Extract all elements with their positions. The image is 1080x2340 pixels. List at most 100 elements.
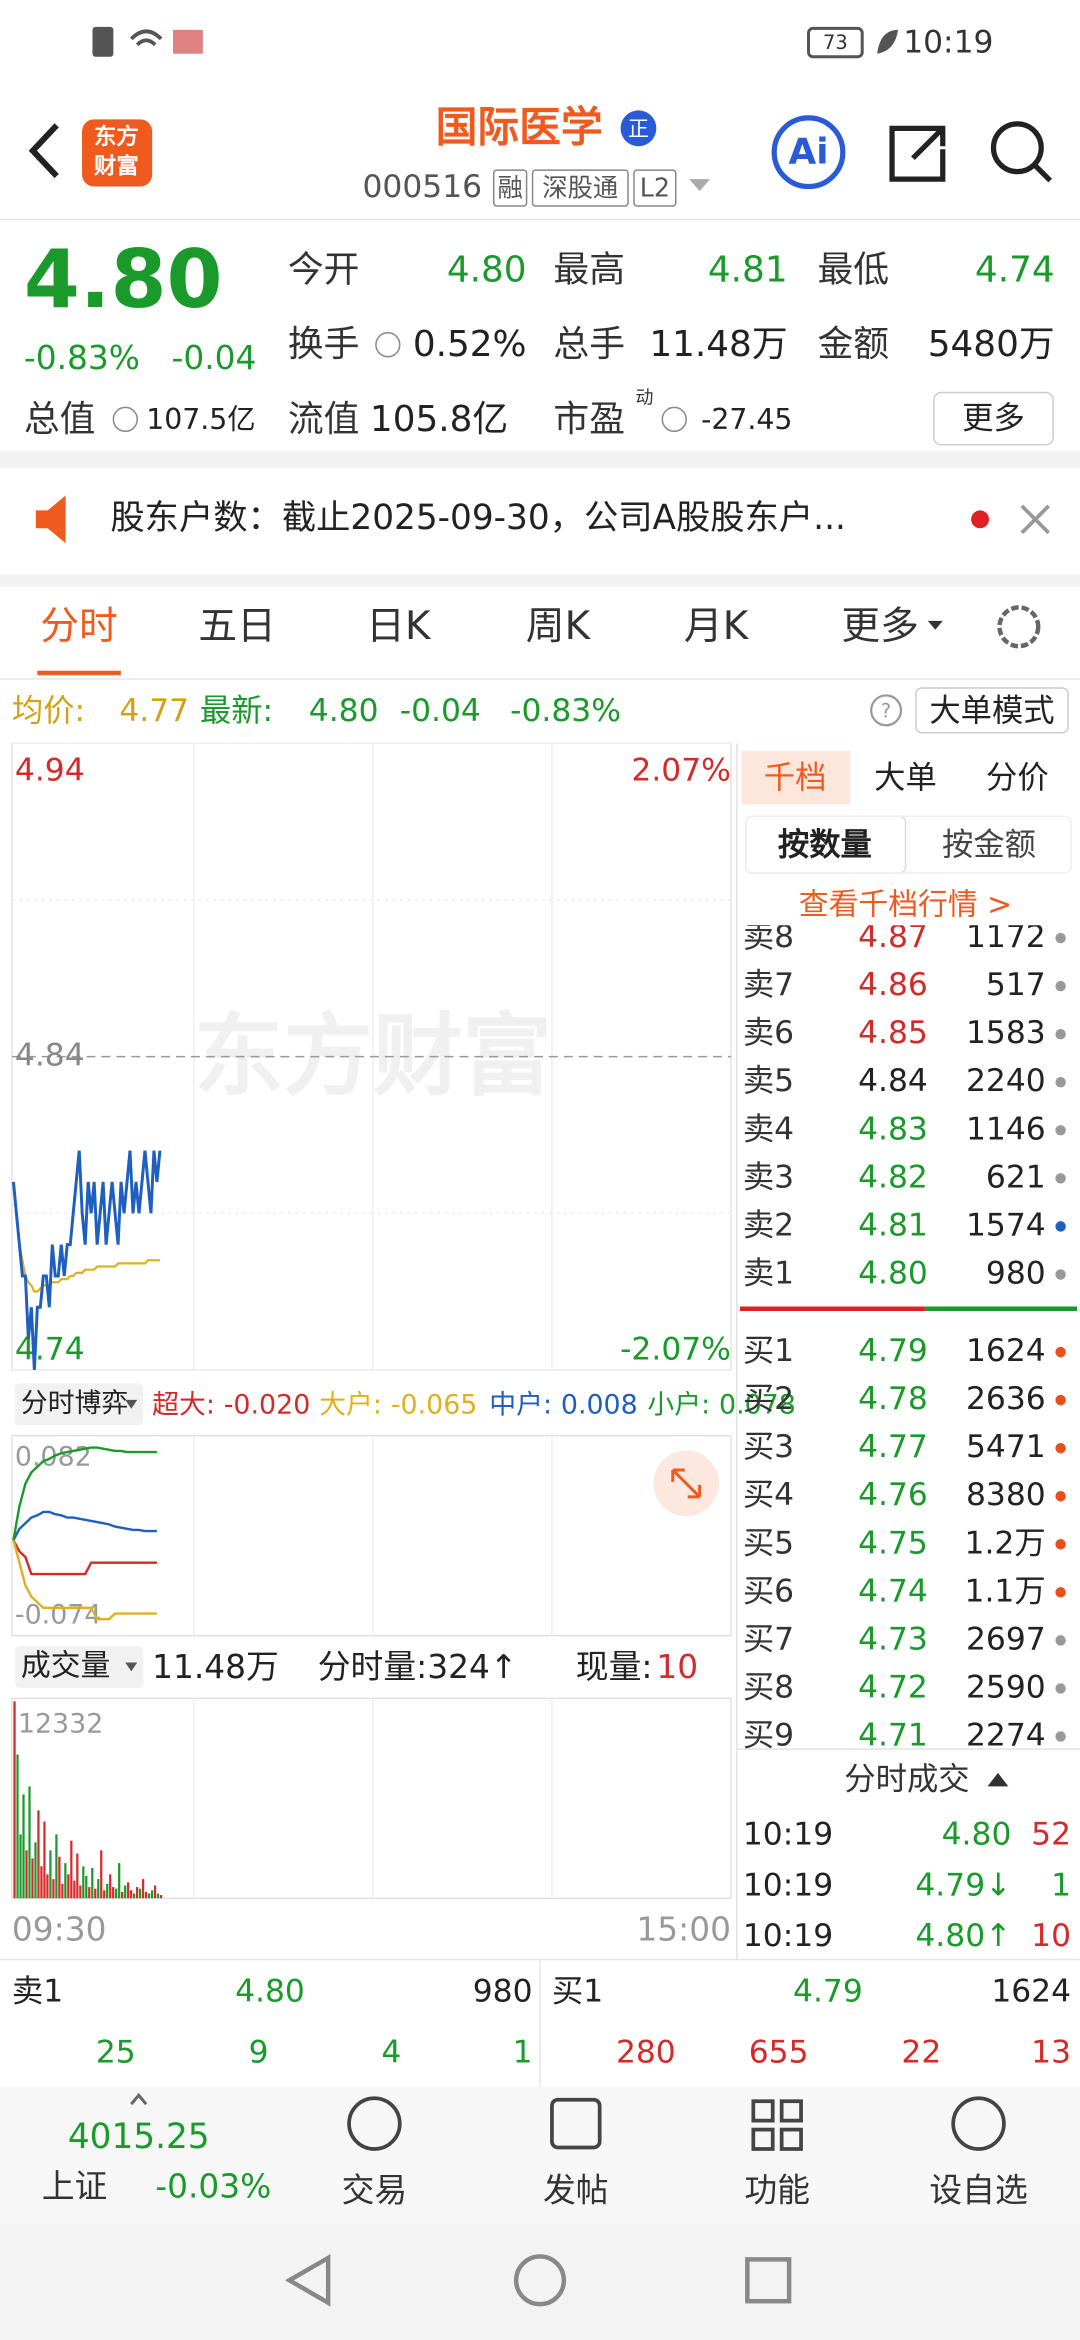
ai-button[interactable]	[771, 115, 846, 190]
dropdown[interactable]	[14, 1646, 144, 1688]
summary-price: 4.80	[235, 1973, 305, 2009]
volume-bar	[112, 1887, 115, 1899]
tab-button[interactable]: 五日	[198, 604, 276, 649]
book-dot	[1055, 1635, 1066, 1646]
share-icon[interactable]	[889, 125, 946, 182]
volume-bar	[67, 1874, 70, 1899]
mode-button[interactable]	[915, 687, 1069, 734]
nav-button[interactable]: 功能	[744, 2172, 810, 2210]
back-icon[interactable]	[28, 123, 59, 179]
nav-button[interactable]: 交易	[342, 2172, 408, 2210]
volume-bar	[73, 1880, 76, 1899]
nav-button[interactable]: 设自选	[929, 2172, 1027, 2210]
tab-active[interactable]	[741, 750, 851, 805]
volume-bar	[109, 1874, 112, 1899]
notice-text: 股东户数：截止2025-09-30，公司A股股东户...	[110, 498, 845, 538]
tab-button[interactable]: 更多	[841, 604, 919, 649]
tag	[531, 169, 629, 207]
book-label: 买5	[743, 1525, 794, 1561]
field-value: 107.5亿	[146, 403, 255, 436]
help-icon[interactable]	[870, 694, 903, 727]
tag	[493, 169, 528, 207]
volume-bar	[40, 1866, 43, 1899]
volume-bar	[94, 1888, 97, 1899]
tag-text: 融	[497, 173, 522, 203]
dropdown[interactable]	[14, 1383, 144, 1426]
volume-bar	[55, 1834, 58, 1899]
mode-button[interactable]: 按金额	[942, 827, 1036, 863]
volume-bar	[76, 1853, 79, 1899]
tick-time: 10:19	[743, 1817, 833, 1853]
summary-count: 9	[249, 2034, 269, 2070]
flow-line	[12, 1539, 157, 1621]
summary-count: 655	[749, 2034, 809, 2070]
volume-bar	[19, 1834, 22, 1899]
book-label: 买2	[743, 1381, 794, 1417]
tab-button[interactable]: 分时	[40, 604, 118, 649]
sim-icon	[92, 26, 114, 57]
volume-bar	[127, 1882, 130, 1899]
volume-bar	[52, 1879, 55, 1899]
volume-bar	[49, 1850, 52, 1899]
tab-button[interactable]: 月K	[684, 604, 750, 649]
recents-button[interactable]	[745, 2257, 792, 2304]
app-icon	[173, 29, 203, 54]
tab-button[interactable]: 千档	[764, 760, 827, 796]
book-volume: 621	[986, 1159, 1046, 1195]
current-label: 现量:	[576, 1648, 653, 1686]
book-dot	[1055, 1539, 1066, 1550]
back-button[interactable]	[284, 2254, 331, 2307]
logo[interactable]	[82, 119, 153, 187]
field-value: 4.74	[975, 250, 1055, 291]
close-icon[interactable]	[1020, 504, 1050, 535]
link-button[interactable]: 查看千档行情 >	[799, 887, 1012, 922]
legend-label: 大户:	[319, 1389, 382, 1420]
search-icon[interactable]	[990, 121, 1044, 175]
book-price: 4.72	[858, 1669, 928, 1705]
summary-price: 4.79	[793, 1973, 863, 2009]
mode-button[interactable]: 大单模式	[929, 693, 1054, 729]
badge-text: 正	[628, 117, 649, 141]
book-price: 4.77	[858, 1429, 928, 1465]
avg-line	[12, 1181, 160, 1293]
nav-button[interactable]: 发帖	[543, 2172, 609, 2210]
tick-volume: 52	[1031, 1817, 1071, 1853]
tab-button[interactable]: 大单	[874, 760, 937, 796]
field-value: -27.45	[701, 403, 792, 436]
volume-bar	[25, 1850, 28, 1899]
volume-bar	[133, 1893, 136, 1899]
wifi-icon	[129, 29, 163, 47]
home-button[interactable]	[513, 2254, 567, 2307]
tick-price: 4.80	[942, 1817, 1012, 1853]
tab-button[interactable]: 周K	[526, 604, 592, 649]
settings-icon[interactable]	[997, 605, 1041, 649]
volume-bar	[156, 1893, 160, 1899]
legend-value: 0.078	[719, 1389, 796, 1420]
book-dot	[1055, 1077, 1066, 1088]
book-dot	[1055, 1683, 1066, 1694]
battery-icon	[807, 26, 864, 59]
y-tick-label: 4.74	[15, 1332, 85, 1368]
more-button[interactable]	[933, 391, 1054, 446]
unread-dot	[971, 510, 990, 529]
mode-button[interactable]: 按数量	[778, 827, 872, 863]
tab-button[interactable]: 日K	[366, 604, 432, 649]
bottom-nav	[0, 2086, 1080, 2224]
status-time: 10:19	[903, 24, 993, 60]
legend-value: 0.008	[561, 1389, 638, 1420]
ticks-title: 分时成交	[844, 1761, 969, 1797]
battery-level: 73	[823, 31, 848, 54]
book-volume: 2274	[966, 1717, 1046, 1753]
book-dot	[1055, 1491, 1066, 1502]
more-button[interactable]: 更多	[962, 400, 1025, 436]
summary-count: 22	[901, 2034, 941, 2070]
field-label: 最低	[817, 250, 889, 291]
field-label: 市盈	[553, 399, 625, 440]
volume-bar	[121, 1891, 124, 1899]
book-volume: 1574	[966, 1207, 1046, 1243]
book-price: 4.82	[858, 1159, 928, 1195]
speaker-icon	[35, 495, 66, 544]
field-label: 金额	[817, 324, 889, 365]
tab-button[interactable]: 分价	[986, 760, 1049, 796]
